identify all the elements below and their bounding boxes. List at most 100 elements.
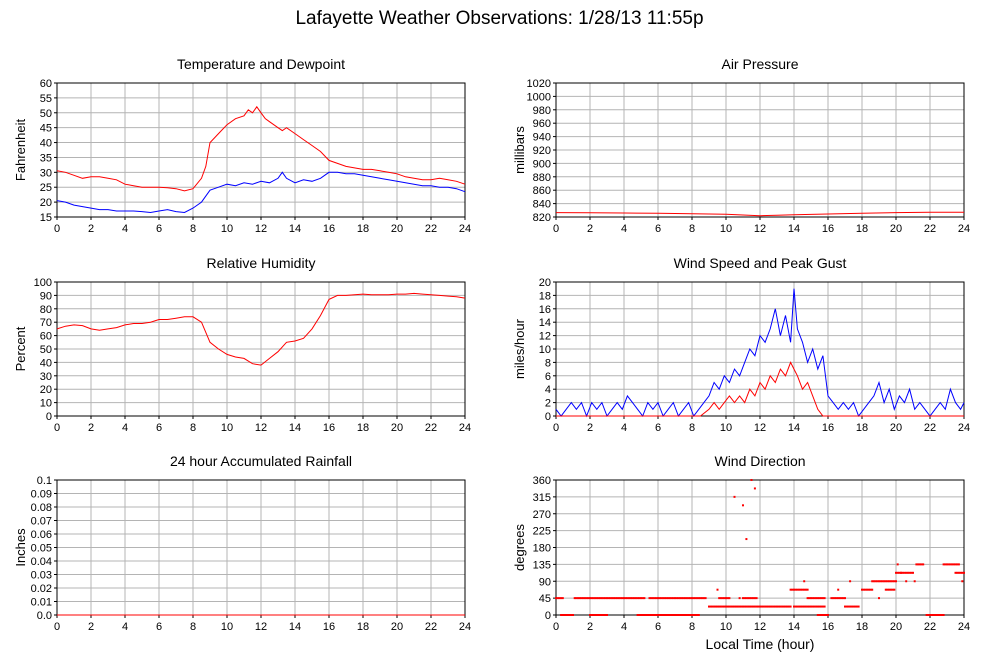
x-tick-label: 16: [323, 422, 335, 434]
data-point: [582, 597, 585, 600]
y-tick-label: 100: [34, 277, 52, 289]
data-point: [760, 605, 763, 608]
data-point: [796, 588, 799, 591]
data-point: [617, 597, 620, 600]
y-axis-label: degrees: [512, 524, 527, 571]
data-point: [560, 597, 563, 600]
data-point: [619, 597, 622, 600]
series-line: [555, 211, 964, 217]
x-tick-label: 14: [788, 223, 800, 235]
data-point: [854, 605, 857, 608]
data-point: [563, 614, 566, 616]
y-tick-label: 0: [545, 411, 551, 423]
data-point: [891, 580, 894, 583]
data-point: [672, 614, 675, 616]
data-point: [912, 571, 914, 574]
data-point: [942, 614, 945, 616]
data-point: [823, 614, 826, 616]
y-tick-label: 15: [40, 212, 52, 224]
data-point: [650, 614, 653, 616]
data-point: [657, 614, 659, 616]
data-point: [799, 588, 802, 591]
x-tick-label: 22: [924, 223, 936, 235]
y-tick-label: 0.04: [31, 556, 52, 568]
data-point: [575, 597, 578, 600]
x-tick-label: 10: [720, 621, 732, 633]
data-point: [820, 614, 823, 616]
x-tick-label: 16: [323, 223, 335, 235]
data-point: [818, 597, 821, 600]
x-tick-label: 20: [890, 422, 902, 434]
data-point: [672, 597, 675, 600]
data-point: [884, 588, 887, 591]
data-point: [753, 597, 756, 600]
data-point: [658, 614, 661, 616]
data-point: [670, 597, 673, 600]
data-point: [808, 597, 811, 600]
data-point: [895, 580, 897, 583]
data-point: [901, 571, 904, 574]
y-tick-label: 0.1: [37, 475, 52, 487]
y-tick-label: 45: [40, 123, 52, 135]
data-point: [718, 597, 721, 600]
data-point: [733, 495, 736, 498]
data-point: [677, 597, 680, 600]
data-point: [844, 605, 846, 608]
data-point: [691, 597, 693, 600]
data-point: [803, 588, 806, 591]
data-point: [808, 605, 811, 608]
data-point: [560, 614, 563, 616]
data-point: [774, 605, 777, 608]
data-point: [876, 580, 879, 583]
data-point: [738, 597, 741, 600]
chart-title: Wind Direction: [714, 453, 805, 469]
data-point: [645, 614, 648, 616]
data-point: [956, 571, 959, 574]
data-point: [874, 580, 877, 583]
data-point: [961, 580, 964, 583]
data-point: [738, 605, 741, 608]
y-tick-label: 70: [40, 317, 52, 329]
data-point: [691, 614, 693, 616]
x-tick-label: 6: [655, 223, 661, 235]
y-tick-label: 20: [539, 277, 551, 289]
data-point: [893, 588, 896, 591]
data-point: [600, 597, 603, 600]
data-point: [570, 614, 573, 616]
data-point: [949, 563, 952, 566]
data-point: [811, 605, 814, 608]
data-point: [590, 614, 593, 616]
y-tick-label: 20: [40, 384, 52, 396]
data-point: [818, 614, 821, 616]
data-point: [951, 563, 954, 566]
x-tick-label: 16: [822, 422, 834, 434]
y-tick-label: 50: [40, 344, 52, 356]
x-tick-label: 24: [958, 223, 970, 235]
chart-title: Relative Humidity: [207, 255, 316, 271]
x-tick-label: 2: [587, 621, 593, 633]
data-point: [794, 605, 797, 608]
data-point: [905, 571, 908, 574]
data-point: [762, 605, 765, 608]
data-point: [611, 597, 614, 600]
data-point: [716, 588, 719, 591]
data-point: [602, 614, 605, 616]
data-point: [592, 597, 595, 600]
data-point: [670, 614, 673, 616]
y-tick-label: 270: [533, 509, 551, 521]
y-tick-label: 940: [533, 132, 551, 144]
data-point: [781, 605, 784, 608]
data-point: [668, 614, 671, 616]
data-point: [714, 605, 717, 608]
data-point: [806, 588, 809, 591]
data-point: [757, 605, 760, 608]
x-tick-label: 18: [856, 223, 868, 235]
y-tick-label: 12: [539, 331, 551, 343]
y-tick-label: 880: [533, 172, 551, 184]
data-point: [900, 571, 903, 574]
data-point: [701, 597, 704, 600]
x-tick-label: 4: [621, 422, 627, 434]
data-point: [816, 605, 819, 608]
data-point: [935, 614, 938, 616]
y-tick-label: 0.08: [31, 502, 52, 514]
